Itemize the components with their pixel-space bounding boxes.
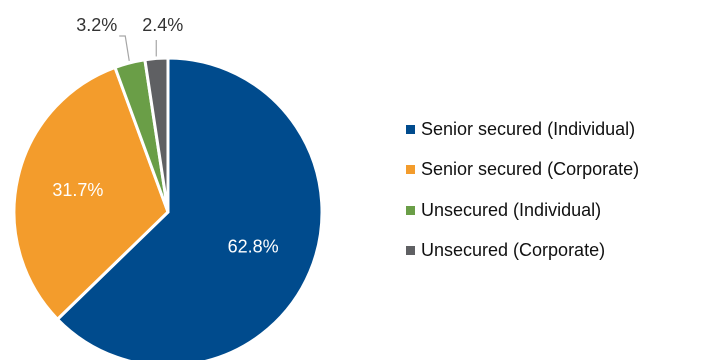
pie-slice-unsecured-corporate xyxy=(143,56,170,214)
data-label-unsecured-individual: 3.2% xyxy=(76,15,117,35)
legend-item-senior-secured-individual: Senior secured (Individual) xyxy=(406,118,639,140)
pie-slice-senior-secured-corporate xyxy=(12,65,170,321)
legend-label: Unsecured (Corporate) xyxy=(421,240,606,260)
legend-label: Unsecured (Individual) xyxy=(421,199,602,220)
legend-item-unsecured-corporate: Unsecured (Corporate) xyxy=(406,240,639,262)
leader-line-unsecured-individual xyxy=(119,35,130,61)
data-label-unsecured-corporate: 2.4% xyxy=(142,15,183,35)
pie-labels: 62.8% 31.7% 3.2% 2.4% xyxy=(52,15,278,257)
legend-label: Senior secured (Corporate) xyxy=(421,159,640,179)
legend-swatch xyxy=(406,124,415,134)
legend-swatch xyxy=(406,246,415,255)
legend-swatch xyxy=(406,165,415,174)
data-label-senior-secured-individual: 62.8% xyxy=(228,237,279,257)
data-label-senior-secured-corporate: 31.7% xyxy=(52,180,103,200)
pie-slice-senior-secured-individual xyxy=(55,56,324,360)
pie-slices xyxy=(12,56,324,360)
legend-label: Senior secured (Individual) xyxy=(421,118,636,139)
legend-item-unsecured-individual: Unsecured (Individual) xyxy=(406,199,639,221)
legend-swatch xyxy=(406,205,415,215)
legend-item-senior-secured-corporate: Senior secured (Corporate) xyxy=(406,159,639,181)
legend: Senior secured (Individual) Senior secur… xyxy=(406,118,639,280)
